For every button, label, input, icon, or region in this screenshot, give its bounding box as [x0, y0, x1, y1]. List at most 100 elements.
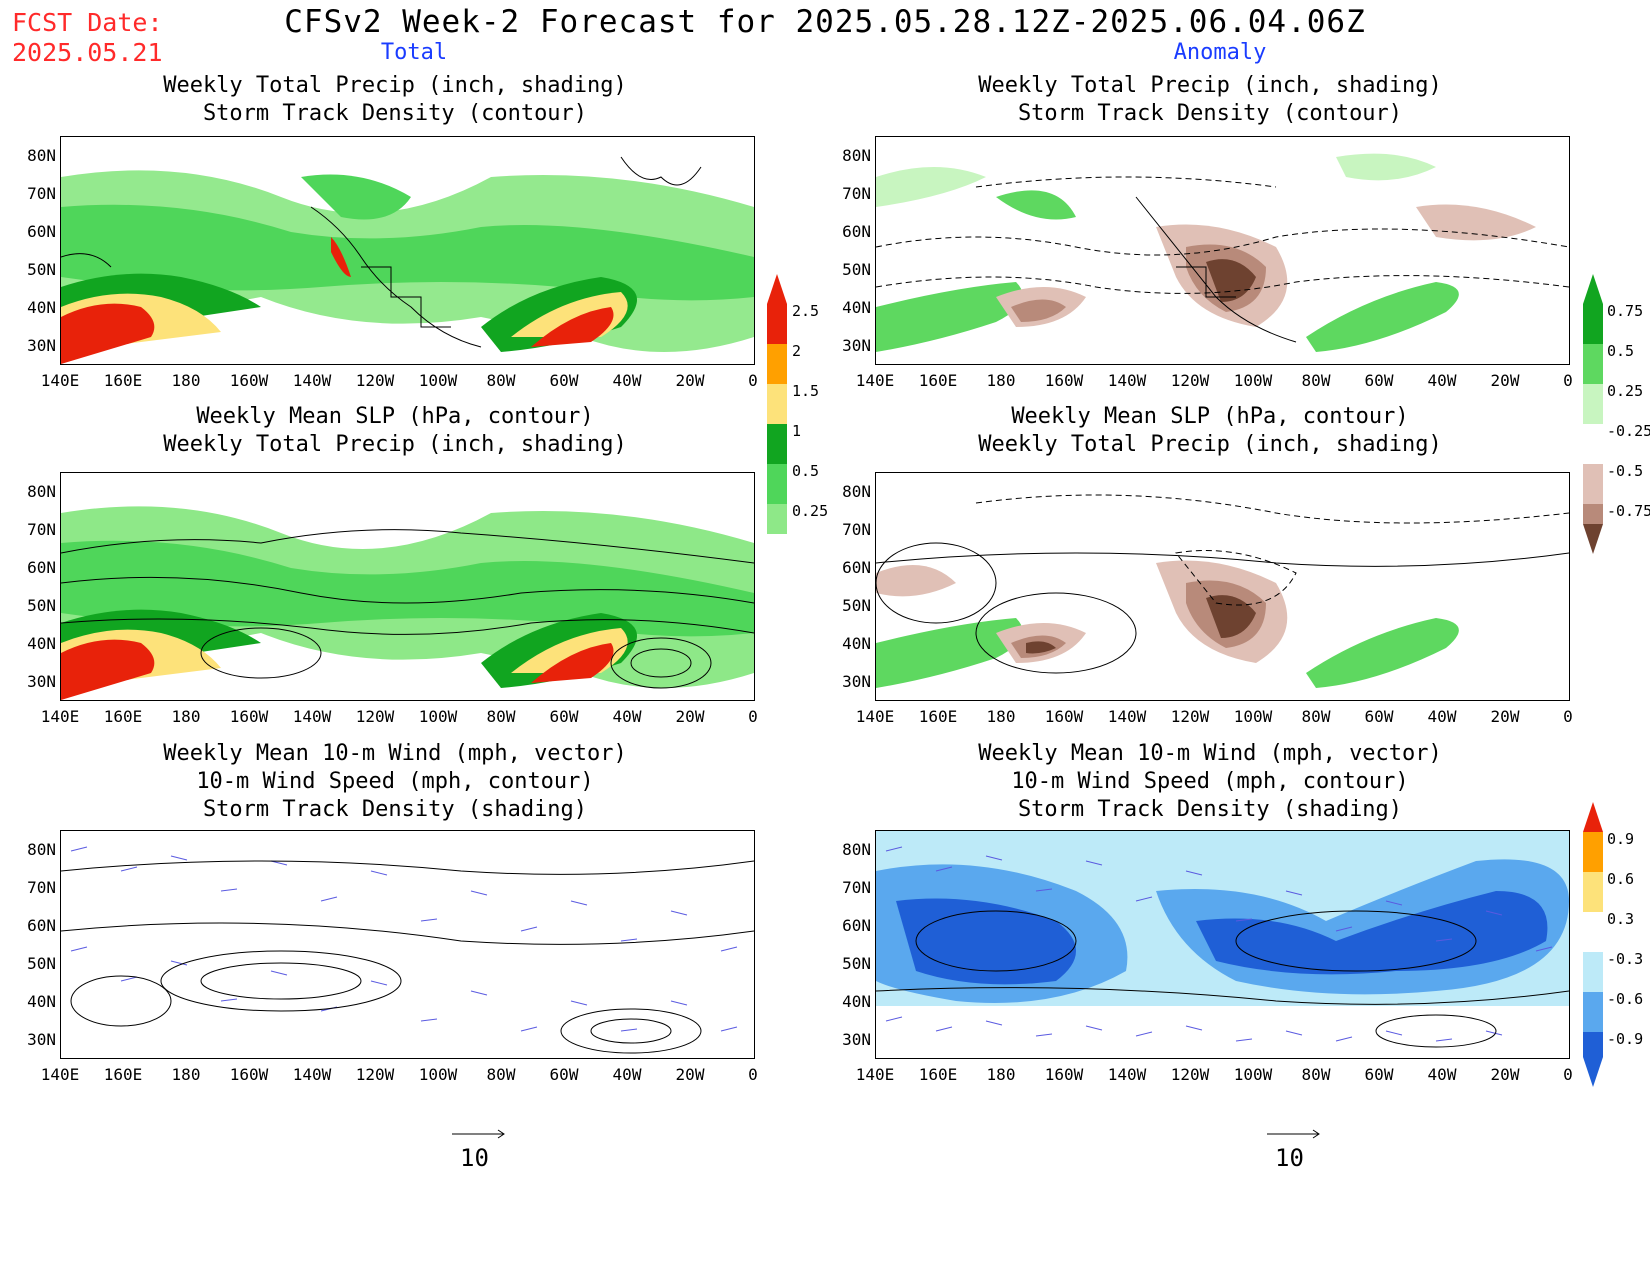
lon-label: 60W — [1364, 707, 1394, 726]
lat-label: 40N — [27, 992, 56, 1011]
lon-label: 0 — [1563, 707, 1573, 726]
panel-title-total-precip: Weekly Total Precip (inch, shading) Storm… — [163, 73, 627, 126]
lat-label: 40N — [842, 992, 871, 1011]
lat-label: 40N — [842, 634, 871, 653]
colorbar-total-label: 1 — [792, 422, 802, 440]
lon-label: 140W — [292, 707, 332, 726]
lon-label: 40W — [1427, 371, 1457, 390]
lat-label: 60N — [842, 558, 871, 577]
lat-label: 30N — [842, 1030, 871, 1049]
map-total-wind — [60, 830, 755, 1059]
colorbar-storm-label: 0.3 — [1607, 910, 1635, 928]
colorbar-storm-label: -0.3 — [1607, 950, 1644, 968]
lon-label: 160E — [918, 1065, 958, 1084]
lon-label: 160W — [1044, 707, 1084, 726]
lon-label: 100W — [418, 1065, 458, 1084]
lon-label: 120W — [355, 1065, 395, 1084]
lon-label: 20W — [675, 1065, 705, 1084]
lon-label: 100W — [1233, 1065, 1273, 1084]
colorbar-total-label: 0.5 — [792, 462, 820, 480]
lat-label: 60N — [27, 916, 56, 935]
lat-label: 80N — [27, 840, 56, 859]
lon-label: 140E — [40, 707, 80, 726]
panel-title-anom-wind: Weekly Mean 10-m Wind (mph, vector) 10-m … — [978, 741, 1442, 822]
lon-label: 60W — [1364, 371, 1394, 390]
lat-label: 50N — [842, 260, 871, 279]
colorbar-storm-anom — [1583, 802, 1603, 1087]
lon-label: 160E — [103, 371, 143, 390]
lon-label: 100W — [1233, 707, 1273, 726]
lat-label: 30N — [842, 336, 871, 355]
lat-label: 40N — [27, 634, 56, 653]
main-title: CFSv2 Week-2 Forecast for 2025.05.28.12Z… — [284, 4, 1366, 40]
lon-label: 140E — [40, 1065, 80, 1084]
lon-label: 140E — [855, 1065, 895, 1084]
fcst-date-label: FCST Date: — [12, 8, 163, 37]
lon-label: 180 — [171, 1065, 201, 1084]
lon-label: 40W — [612, 707, 642, 726]
lat-label: 30N — [842, 672, 871, 691]
lat-label: 70N — [842, 878, 871, 897]
colorbar-precip-total — [767, 274, 787, 534]
colorbar-total-label: 0.25 — [792, 502, 829, 520]
lat-label: 60N — [27, 222, 56, 241]
lat-label: 70N — [842, 520, 871, 539]
lon-label: 140E — [855, 371, 895, 390]
lat-label: 80N — [27, 146, 56, 165]
lat-label: 30N — [27, 336, 56, 355]
lat-label: 50N — [842, 954, 871, 973]
colorbar-total-label: 1.5 — [792, 382, 820, 400]
lon-label: 160W — [1044, 1065, 1084, 1084]
lon-label: 120W — [355, 707, 395, 726]
lat-label: 60N — [27, 558, 56, 577]
lon-label: 40W — [612, 1065, 642, 1084]
colorbar-total-label: 2.5 — [792, 302, 820, 320]
colorbar-storm-label: 0.9 — [1607, 830, 1635, 848]
lon-label: 20W — [1490, 371, 1520, 390]
colorbar-anom-label: -0.75 — [1607, 502, 1650, 520]
lon-label: 140W — [1107, 371, 1147, 390]
vector-reference-left: 10 — [452, 1125, 508, 1172]
lon-label: 0 — [748, 707, 758, 726]
lon-label: 80W — [1301, 1065, 1331, 1084]
lon-label: 140W — [1107, 707, 1147, 726]
panel-title-anom-precip: Weekly Total Precip (inch, shading) Storm… — [978, 73, 1442, 126]
lat-label: 50N — [27, 954, 56, 973]
lon-label: 60W — [549, 371, 579, 390]
lon-label: 140E — [40, 371, 80, 390]
lon-label: 80W — [486, 371, 516, 390]
lon-label: 80W — [1301, 371, 1331, 390]
colorbar-anom-label: -0.25 — [1607, 422, 1650, 440]
lon-label: 100W — [418, 371, 458, 390]
lon-label: 20W — [1490, 1065, 1520, 1084]
lon-label: 40W — [1427, 707, 1457, 726]
lon-label: 160E — [918, 371, 958, 390]
lon-label: 180 — [986, 707, 1016, 726]
lon-label: 120W — [1170, 707, 1210, 726]
lat-label: 60N — [842, 916, 871, 935]
lat-label: 80N — [842, 840, 871, 859]
lon-label: 160W — [1044, 371, 1084, 390]
colorbar-storm-label: -0.6 — [1607, 990, 1644, 1008]
map-anom-slp-precip — [875, 472, 1570, 701]
colorbar-storm-label: -0.9 — [1607, 1030, 1644, 1048]
lon-label: 0 — [748, 371, 758, 390]
lon-label: 180 — [171, 707, 201, 726]
lon-label: 40W — [1427, 1065, 1457, 1084]
lon-label: 180 — [986, 1065, 1016, 1084]
column-title-total: Total — [380, 40, 448, 65]
lat-label: 80N — [842, 482, 871, 501]
lon-label: 140W — [1107, 1065, 1147, 1084]
lat-label: 70N — [27, 184, 56, 203]
vector-reference-right: 10 — [1267, 1125, 1323, 1172]
colorbar-precip-anom — [1583, 274, 1603, 554]
lat-label: 50N — [842, 596, 871, 615]
lon-label: 80W — [1301, 707, 1331, 726]
lat-label: 30N — [27, 672, 56, 691]
lon-label: 140W — [292, 1065, 332, 1084]
lat-label: 60N — [842, 222, 871, 241]
lon-label: 160E — [918, 707, 958, 726]
lon-label: 80W — [486, 707, 516, 726]
lat-label: 70N — [27, 878, 56, 897]
lon-label: 140E — [855, 707, 895, 726]
